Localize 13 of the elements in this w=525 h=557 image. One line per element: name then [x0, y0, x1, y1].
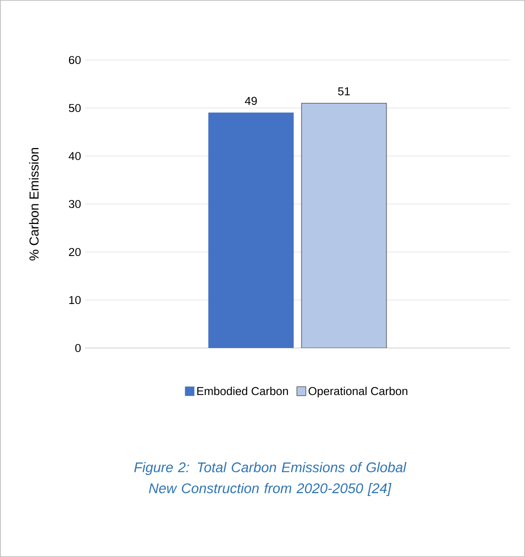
y-axis-title: % Carbon Emission	[29, 148, 39, 260]
legend-label: Operational Carbon	[308, 386, 408, 398]
y-tick-label: 40	[68, 152, 81, 160]
y-tick-label: 10	[69, 296, 81, 304]
text: Figure 2: Total Carbon Emissions of Global New Construction from 2020-2050 [24]	[134, 462, 406, 496]
data-label: 49	[244, 96, 257, 105]
y-tick-label: 60	[68, 56, 81, 64]
data-label: 51	[338, 87, 350, 96]
legend-label: Embodied Carbon	[197, 386, 288, 396]
y-tick-label: 20	[68, 248, 81, 256]
y-tick-label: 50	[68, 104, 81, 112]
y-tick-label: 30	[68, 200, 81, 208]
y-tick-label: 0	[75, 344, 81, 352]
